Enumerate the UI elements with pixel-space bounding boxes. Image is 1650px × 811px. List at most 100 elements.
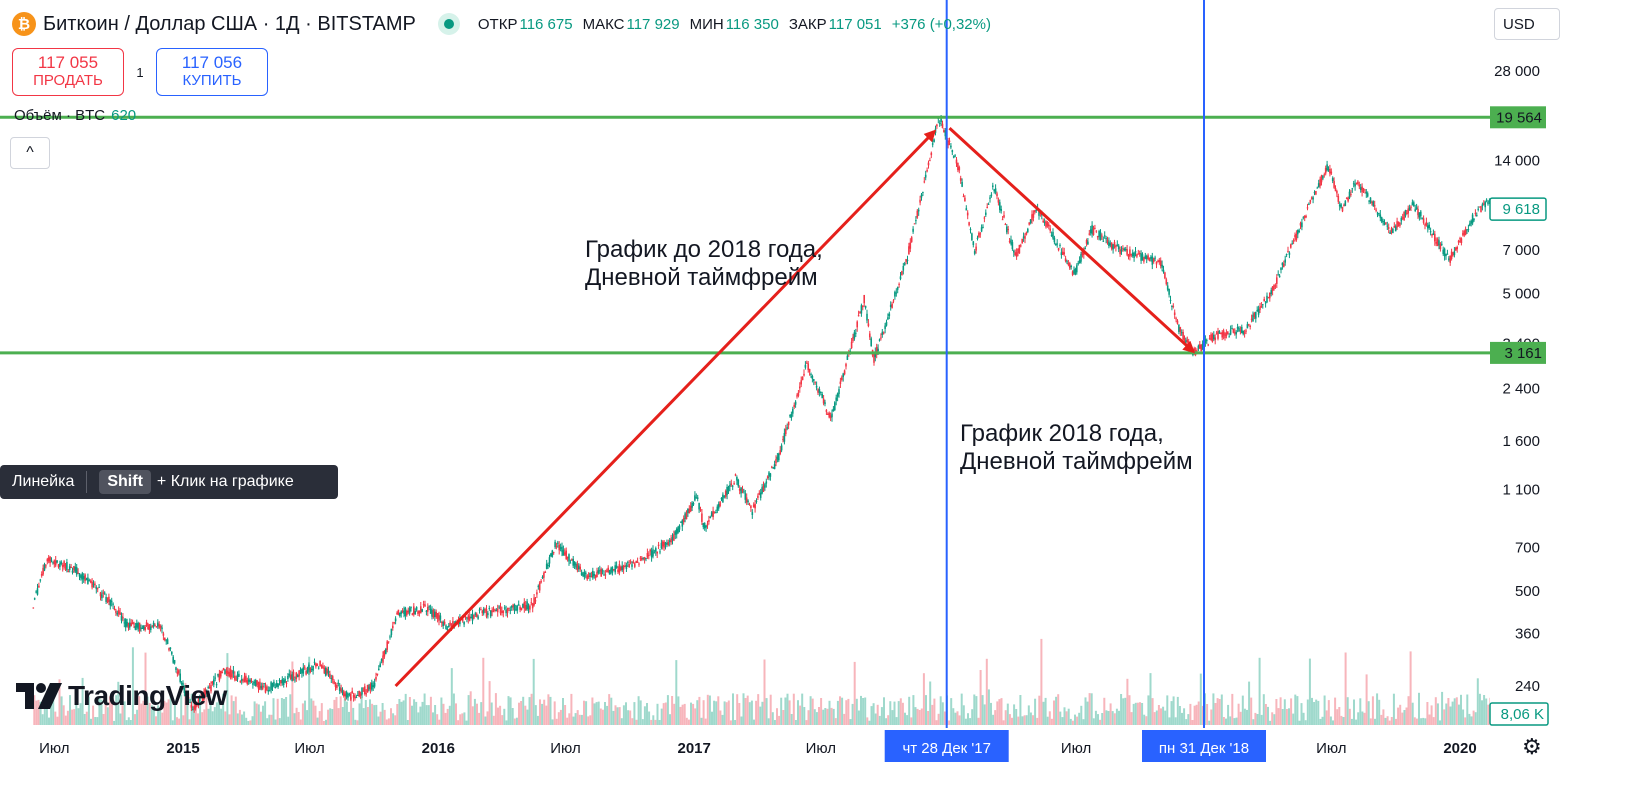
volume-bar [438,719,441,725]
candle-body [1027,228,1029,232]
volume-bar [895,717,898,725]
volume-bar [56,716,59,725]
candle-body [200,694,202,696]
volume-bar [746,695,749,725]
candle-body [204,689,207,697]
candle-body [67,570,70,572]
candle-body [677,527,679,533]
volume-bar [1434,697,1437,725]
volume-bar [249,720,252,725]
candle-body [1098,230,1100,237]
candle-body [838,389,840,394]
candle-body [771,466,773,468]
candle-body [522,603,524,608]
volume-bar [1441,691,1444,725]
buy-button[interactable]: 117 056 КУПИТЬ [156,48,268,96]
candle-body [779,450,781,455]
volume-bar [484,716,487,725]
candle-body [442,621,444,626]
candle-body [88,580,91,582]
volume-bar [1107,711,1110,725]
volume-bar [570,693,573,725]
candle-body [551,550,554,557]
sell-button[interactable]: 117 055 ПРОДАТЬ [12,48,124,96]
candle-body [828,412,830,418]
volume-bar [805,720,808,725]
candle-body [1427,225,1429,229]
candle-body [971,233,973,241]
currency-select[interactable]: USD [1494,8,1560,40]
candle-body [705,525,707,528]
volume-bar [637,696,640,725]
volume-bar [392,713,395,725]
gear-icon[interactable]: ⚙ [1522,734,1542,759]
volume-bar [1424,718,1427,725]
candle-body [380,659,383,662]
volume-bar [1027,705,1030,725]
volume-bar [283,698,285,725]
candle-body [1210,334,1212,340]
volume-bar [518,702,520,725]
level-badge-label: 19 564 [1496,109,1542,126]
volume-bar [79,703,82,725]
candle-body [1260,306,1263,308]
candle-body [1042,220,1044,223]
volume-bar [1346,697,1349,725]
candle-body [1348,191,1351,199]
volume-bar [1055,696,1058,725]
candle-body [94,583,96,586]
volume-bar [547,694,550,725]
volume-legend-value: 620 [111,107,137,124]
volume-bar [1388,720,1391,725]
volume-bar [1013,704,1016,725]
candle-body [316,664,319,667]
candle-body [1415,207,1418,210]
volume-bar [35,700,38,725]
volume-bar [211,711,214,725]
candle-body [800,380,802,385]
volume-bar [1350,718,1353,725]
candle-body [1201,343,1204,350]
symbol-title[interactable]: Биткоин / Доллар США · 1Д · BITSTAMP [43,12,416,35]
volume-bar [1432,717,1435,725]
candle-body [124,619,127,628]
volume-bar [1426,702,1429,725]
candle-body [1264,302,1267,304]
candle-body [345,691,348,698]
candle-body [217,674,219,676]
volume-bar [1061,717,1064,725]
candle-body [106,599,109,603]
volume-bar [1269,720,1272,725]
volume-bar [608,694,611,725]
candle-body [151,626,153,628]
candle-body [667,542,670,545]
volume-bar [505,720,508,725]
candle-body [1145,256,1148,260]
volume-bar [224,711,227,725]
candle-body [211,681,214,684]
volume-bar [1325,710,1328,725]
candle-body [631,564,633,567]
volume-bar [763,659,766,725]
candle-body [499,606,502,614]
candle-body [312,665,314,671]
collapse-legend-button[interactable]: ^ [10,137,50,169]
volume-bar [96,717,99,725]
candle-body [126,621,128,626]
last-price-badge [1489,197,1547,221]
volume-bar [1118,710,1120,725]
candle-body [1096,236,1099,238]
volume-legend[interactable]: Объём · BTC 620 [14,107,136,124]
candle-body [315,663,317,667]
candle-body [1256,310,1258,312]
candle-body [706,523,709,526]
volume-bar [931,704,934,725]
candle-body [390,628,393,635]
volume-bar [692,703,695,725]
candle-body [997,199,1000,203]
candle-body [441,622,443,624]
candle-body [625,565,628,569]
candle-body [136,623,138,628]
candle-body [194,702,197,709]
